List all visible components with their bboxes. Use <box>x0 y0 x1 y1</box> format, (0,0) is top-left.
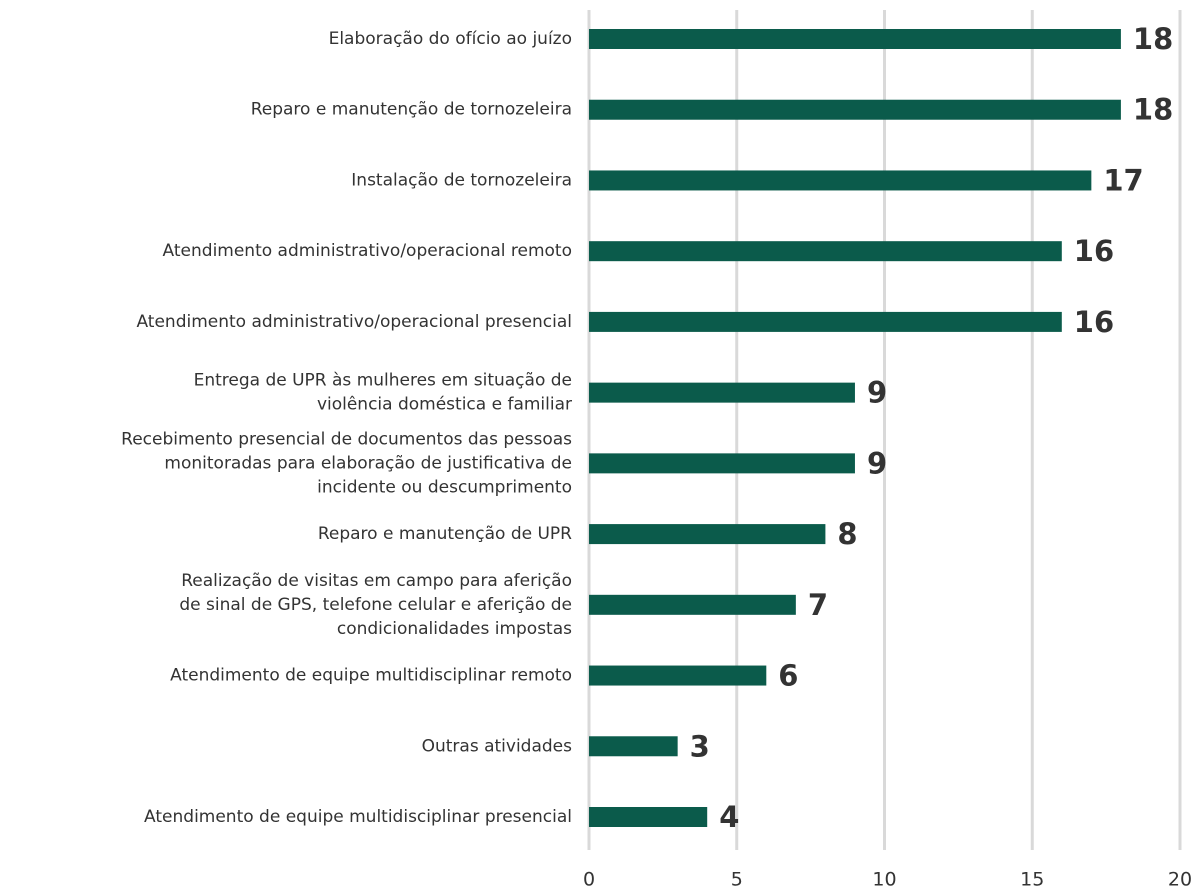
bar <box>589 99 1121 120</box>
x-tick-label: 20 <box>1168 869 1192 891</box>
category-label: de sinal de GPS, telefone celular e afer… <box>179 595 572 615</box>
category-label: incidente ou descumprimento <box>317 477 572 497</box>
value-label: 3 <box>690 729 710 763</box>
bar <box>589 665 767 686</box>
value-label: 18 <box>1133 93 1173 127</box>
category-label: Reparo e manutenção de tornozeleira <box>251 100 572 120</box>
bar <box>589 311 1062 332</box>
x-tick-label: 5 <box>731 869 743 891</box>
value-label: 16 <box>1074 234 1114 268</box>
bar <box>589 241 1062 262</box>
category-label: Elaboração do ofício ao juízo <box>329 29 572 49</box>
bar <box>589 524 826 545</box>
value-label: 7 <box>808 588 828 622</box>
value-label: 18 <box>1133 22 1173 56</box>
x-tick-label: 15 <box>1020 869 1044 891</box>
category-label: Atendimento de equipe multidisciplinar r… <box>170 666 572 686</box>
bar <box>589 453 855 474</box>
bar <box>589 594 796 615</box>
bar <box>589 807 708 827</box>
value-label: 9 <box>867 446 887 480</box>
value-label: 6 <box>778 659 798 693</box>
category-label: Instalação de tornozeleira <box>351 170 572 190</box>
category-label: Entrega de UPR às mulheres em situação d… <box>194 371 572 391</box>
category-label: Outras atividades <box>422 736 573 756</box>
category-label: Atendimento administrativo/operacional p… <box>136 312 572 332</box>
value-label: 4 <box>719 800 739 834</box>
value-label: 9 <box>867 376 887 410</box>
x-tick-label: 0 <box>583 869 595 891</box>
category-label: condicionalidades impostas <box>337 619 572 639</box>
x-tick-label: 10 <box>872 869 896 891</box>
bar <box>589 736 678 757</box>
category-label: Atendimento administrativo/operacional r… <box>163 241 572 261</box>
category-label: monitoradas para elaboração de justifica… <box>164 453 572 473</box>
bar <box>589 29 1121 49</box>
category-label: violência doméstica e familiar <box>317 395 572 415</box>
value-label: 16 <box>1074 305 1114 339</box>
category-label: Recebimento presencial de documentos das… <box>121 429 572 449</box>
value-label: 8 <box>837 517 857 551</box>
bar <box>589 170 1092 191</box>
value-label: 17 <box>1103 163 1143 197</box>
category-label: Realização de visitas em campo para afer… <box>181 571 572 591</box>
category-label: Atendimento de equipe multidisciplinar p… <box>144 807 572 827</box>
category-label: Reparo e manutenção de UPR <box>318 524 572 544</box>
bar <box>589 382 855 403</box>
